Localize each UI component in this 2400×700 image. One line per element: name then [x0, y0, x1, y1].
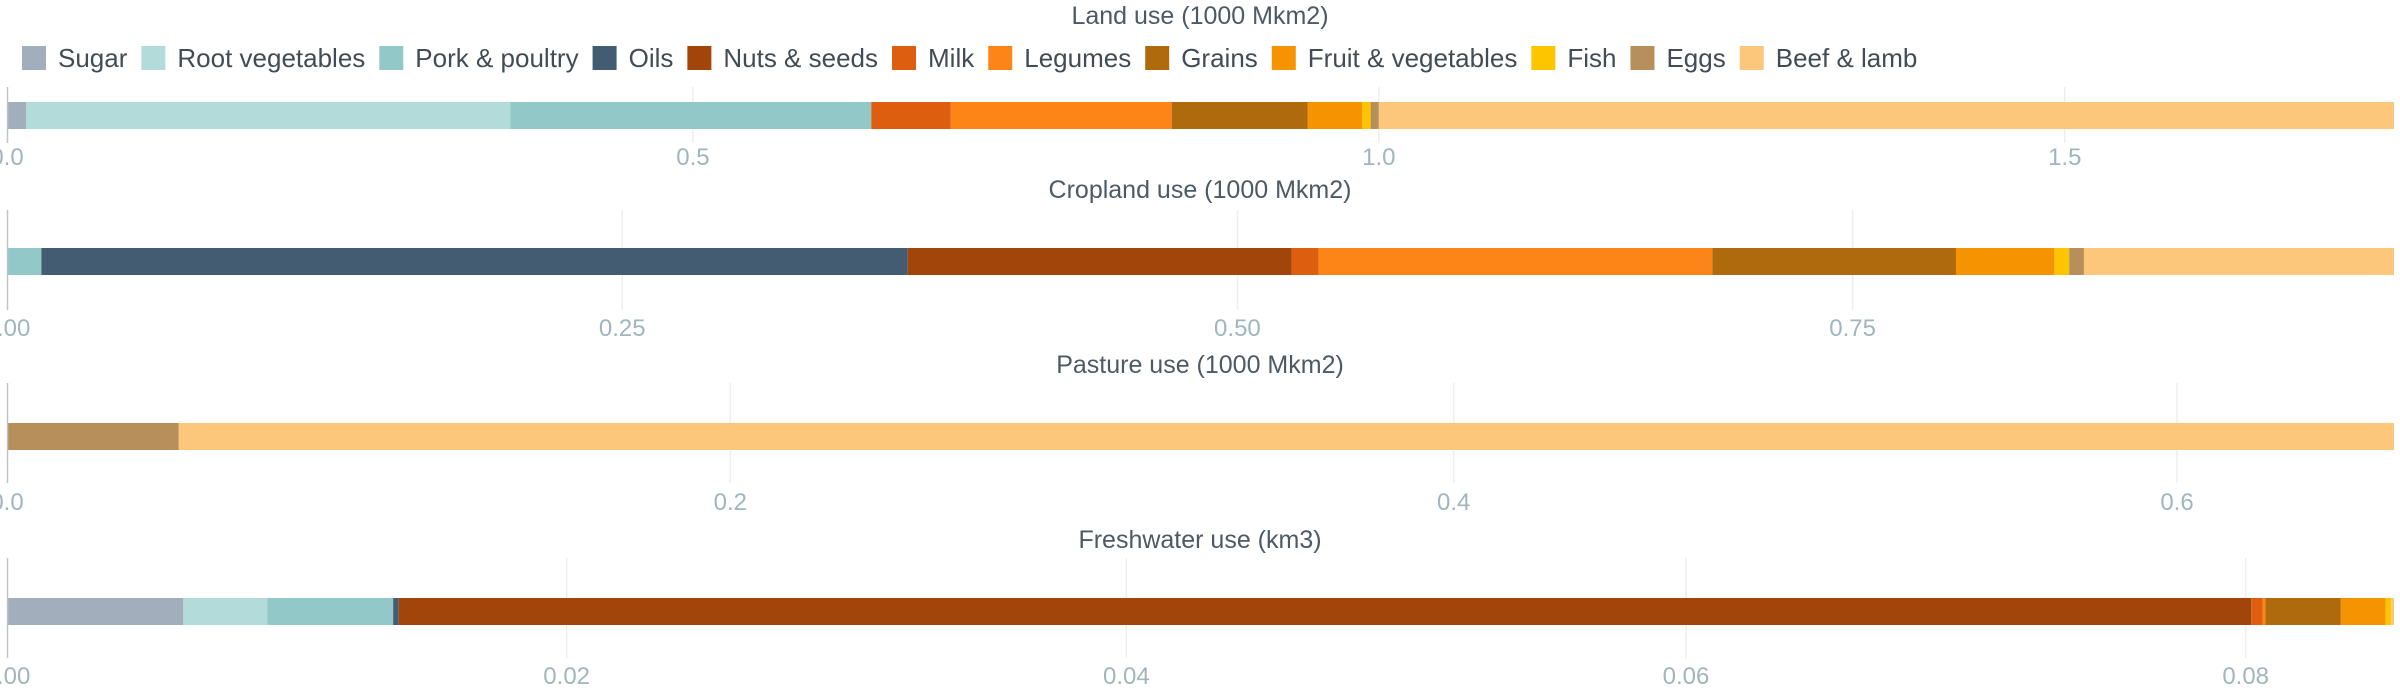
bar-segment-pork-and-poultry	[510, 102, 872, 129]
legend-label: Pork & poultry	[415, 43, 578, 73]
bar-segment-beef-and-lamb	[178, 423, 2394, 450]
legend-swatch	[1739, 46, 1764, 70]
bar-segment-fruit-and-vegetables	[2340, 598, 2386, 625]
bar-segment-pork-and-poultry	[7, 248, 42, 275]
legend-item-eggs: Eggs	[1630, 43, 1726, 73]
legend-item-fish: Fish	[1531, 43, 1616, 73]
bar-segment-oils	[393, 598, 399, 625]
chart-freshwater-use-km3: Freshwater use (km3) 0.00 0.02 0.04 0.06 0.08	[0, 526, 2394, 690]
legend-swatch	[22, 46, 46, 70]
bar-segment-root-vegetables	[183, 598, 268, 625]
legend-label: Fruit & vegetables	[1308, 43, 1518, 73]
chart-title: Freshwater use (km3)	[1078, 526, 1321, 554]
tick-label: 0.2	[714, 489, 747, 516]
tick-label: 0.6	[2160, 489, 2193, 516]
legend-label: Grains	[1181, 43, 1258, 73]
bar-segment-milk	[2251, 598, 2263, 625]
legend-label: Root vegetables	[177, 43, 365, 73]
tick-label: 0.25	[599, 315, 646, 342]
legend-item-sugar: Sugar	[22, 43, 128, 73]
tick-label: 0.4	[1437, 489, 1470, 516]
chart-title: Pasture use (1000 Mkm2)	[1056, 351, 1344, 379]
bar-segment-beef-and-lamb	[1378, 102, 2394, 129]
legend-label: Nuts & seeds	[723, 43, 878, 73]
legend-swatch	[892, 46, 917, 70]
legend-swatch	[1630, 46, 1655, 70]
legend-label: Sugar	[58, 43, 128, 73]
chart-land-use-1000-mkm2: Land use (1000 Mkm2) 0.0 0.5 1.0 1.5	[0, 2, 2394, 171]
bar-segment-fruit-and-vegetables	[1955, 248, 2055, 275]
legend-item-fruit-and-vegetables: Fruit & vegetables	[1271, 43, 1518, 73]
bar-segment-milk	[871, 102, 951, 129]
bar-segment-eggs	[7, 423, 179, 450]
bar-segment-grains	[2265, 598, 2341, 625]
bar-segment-root-vegetables	[26, 102, 511, 129]
chart-cropland-use-1000-mkm2: Cropland use (1000 Mkm2) 0.00 0.25 0.50 0.75	[0, 176, 2394, 342]
bar-segment-sugar	[7, 598, 184, 625]
bar-segment-legumes	[950, 102, 1172, 129]
tick-label: 0.00	[0, 663, 30, 690]
legend-label: Milk	[928, 43, 975, 73]
legend-item-oils: Oils	[592, 43, 674, 73]
legend-label: Legumes	[1024, 43, 1131, 73]
bar-segment-fish	[2385, 598, 2392, 625]
legend-item-grains: Grains	[1145, 43, 1258, 73]
legend-item-milk: Milk	[892, 43, 975, 73]
tick-label: 0.0	[0, 144, 24, 171]
bar-segment-sugar	[7, 102, 27, 129]
bar-segment-grains	[1712, 248, 1956, 275]
bar-segment-pork-and-poultry	[267, 598, 394, 625]
bar-segment-milk	[1291, 248, 1319, 275]
tick-label: 1.0	[1362, 144, 1395, 171]
bar-segment-beef-and-lamb	[2083, 248, 2394, 275]
legend-swatch	[592, 46, 617, 70]
bar-segment-fish	[2054, 248, 2070, 275]
legend-label: Beef & lamb	[1776, 43, 1918, 73]
bar-segment-beef-and-lamb	[2391, 598, 2394, 625]
chart-pasture-use-1000-mkm2: Pasture use (1000 Mkm2) 0.0 0.2 0.4 0.6	[0, 351, 2394, 516]
legend-swatch	[379, 46, 404, 70]
legend-label: Eggs	[1666, 43, 1725, 73]
legend-item-nuts-and-seeds: Nuts & seeds	[687, 43, 878, 73]
bar-segment-eggs	[1370, 102, 1379, 129]
tick-label: 1.5	[2048, 144, 2081, 171]
legend: Sugar Root vegetables Pork & poultry Oils Nu…	[22, 43, 1917, 73]
bar-segment-eggs	[2069, 248, 2084, 275]
legend-label: Oils	[629, 43, 674, 73]
bar-segment-fruit-and-vegetables	[1307, 102, 1363, 129]
tick-label: 0.00	[0, 315, 30, 342]
chart-title: Land use (1000 Mkm2)	[1071, 2, 1328, 30]
legend-swatch	[687, 46, 712, 70]
bar-segment-legumes	[2262, 598, 2266, 625]
tick-label: 0.02	[543, 663, 590, 690]
tick-label: 0.5	[676, 144, 709, 171]
tick-label: 0.08	[2222, 663, 2269, 690]
chart-title: Cropland use (1000 Mkm2)	[1049, 176, 1352, 204]
bar-segment-nuts-and-seeds	[398, 598, 2252, 625]
legend-item-pork-and-poultry: Pork & poultry	[379, 43, 579, 73]
legend-item-legumes: Legumes	[988, 43, 1131, 73]
legend-item-root-vegetables: Root vegetables	[141, 43, 365, 73]
tick-label: 0.75	[1829, 315, 1876, 342]
tick-label: 0.50	[1214, 315, 1261, 342]
tick-label: 0.0	[0, 489, 24, 516]
legend-swatch	[1145, 46, 1170, 70]
bar-segment-nuts-and-seeds	[907, 248, 1292, 275]
bar-segment-legumes	[1318, 248, 1713, 275]
legend-swatch	[988, 46, 1013, 70]
legend-swatch	[1531, 46, 1556, 70]
tick-label: 0.04	[1103, 663, 1150, 690]
bar-segment-oils	[41, 248, 908, 275]
tick-label: 0.06	[1663, 663, 1710, 690]
bar-segment-grains	[1171, 102, 1308, 129]
bar-segment-fish	[1362, 102, 1371, 129]
legend-label: Fish	[1567, 43, 1616, 73]
legend-swatch	[141, 46, 166, 70]
legend-item-beef-and-lamb: Beef & lamb	[1739, 43, 1918, 73]
legend-swatch	[1271, 46, 1296, 70]
